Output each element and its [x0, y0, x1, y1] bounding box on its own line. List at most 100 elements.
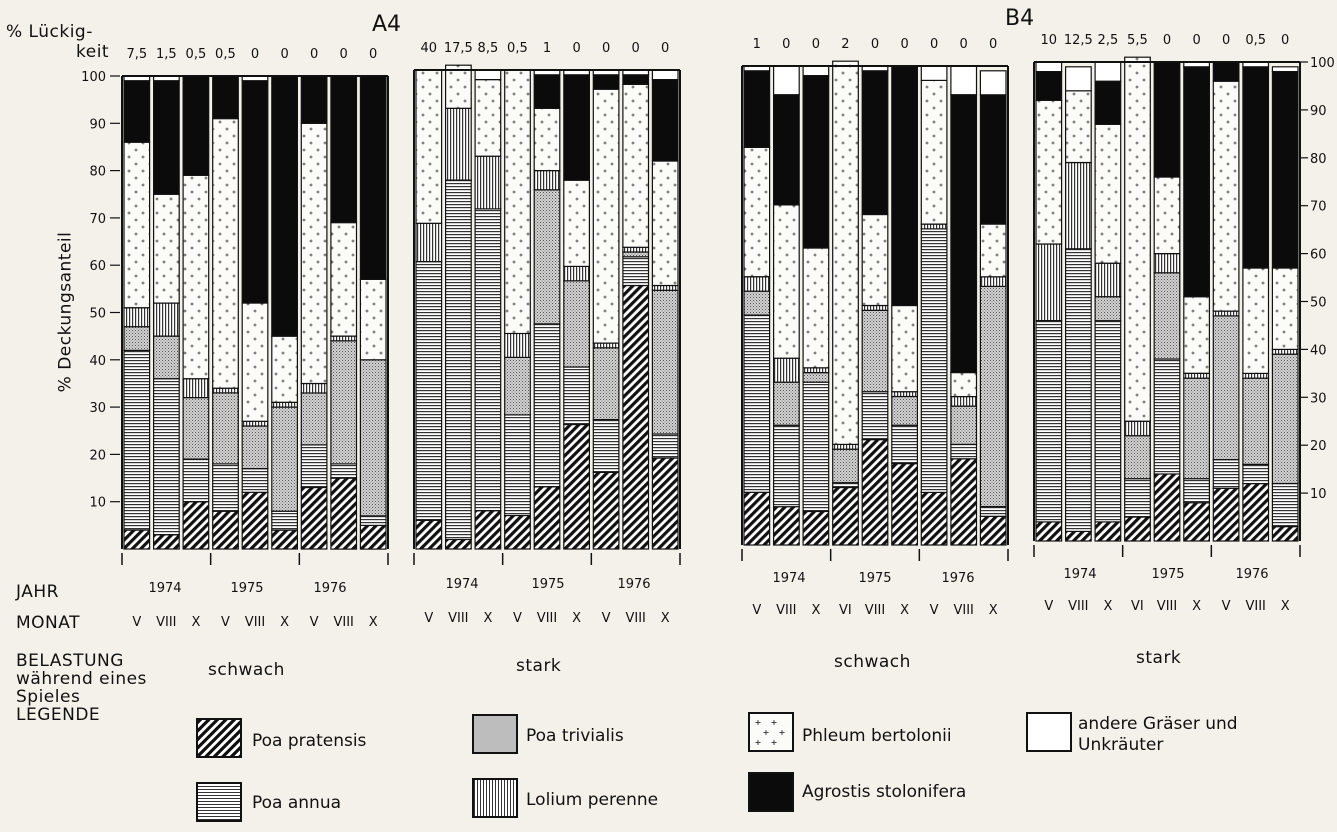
bar-segment-lp — [533, 170, 561, 191]
bar-segment-pp — [212, 510, 239, 550]
bar-segment-pp — [1035, 521, 1063, 542]
bar-segment-ph — [359, 278, 387, 361]
bar-segment-pa — [1183, 478, 1211, 504]
gap-value-label: 0 — [1281, 33, 1289, 48]
month-label: VIII — [625, 611, 645, 626]
month-label: VIII — [1068, 599, 1088, 614]
left-tick-label: 50 — [89, 307, 106, 322]
bar-segment-pp — [1271, 525, 1299, 542]
gap-label-line1: % Lückig- — [6, 22, 93, 42]
left-tick-label: 20 — [89, 448, 106, 463]
gap-value-label: 0 — [900, 37, 908, 52]
bar-segment-pt — [1153, 272, 1181, 360]
year-label: 1976 — [617, 577, 650, 592]
bar-segment-pp — [802, 510, 830, 546]
gap-value-label: 5,5 — [1127, 33, 1148, 48]
legend-label-agrostis-stolonifera: Agrostis stolonifera — [802, 782, 967, 802]
bar-segment-ot — [474, 69, 502, 81]
bar-segment-ph — [1271, 267, 1299, 351]
bar-segment-ag — [300, 75, 328, 124]
bar-segment-pp — [891, 463, 918, 546]
left-tick-label: 100 — [81, 70, 106, 85]
year-label: 1975 — [230, 581, 263, 596]
bar-segment-pt — [271, 406, 298, 512]
bar-segment-ag — [772, 94, 800, 206]
bar-segment-pa — [979, 506, 1007, 517]
bar-segment-lp — [802, 367, 830, 374]
legend-swatch-poa-annua — [196, 782, 242, 822]
bar-segment-ag — [1183, 66, 1211, 298]
right-tick-label: 20 — [1310, 439, 1327, 454]
bar-segment-ag — [1035, 70, 1063, 101]
bar-segment-pp — [445, 538, 472, 550]
bar-segment-lp — [1242, 372, 1270, 379]
bar-segment-ag — [1242, 66, 1270, 269]
bar-segment-ph — [533, 107, 561, 172]
bar-segment-ph — [592, 88, 620, 344]
month-label: VIII — [1245, 599, 1265, 614]
gap-value-label: 0 — [960, 37, 968, 52]
gap-value-label: 0 — [280, 47, 288, 62]
bar-segment-lp — [891, 391, 918, 398]
bar-segment-pt — [832, 448, 859, 484]
bar-segment-lp — [415, 222, 443, 263]
bar-segment-pp — [832, 486, 859, 546]
bar-segment-pa — [504, 414, 531, 517]
month-label: X — [572, 611, 581, 626]
bar-segment-pa — [622, 256, 650, 287]
month-label: X — [191, 615, 200, 630]
bar-segment-lp — [241, 420, 269, 427]
bar-segment-ph — [920, 79, 948, 225]
bar-segment-pp — [300, 486, 328, 550]
gap-value-label: 0,5 — [215, 47, 236, 62]
bar-segment-ph — [832, 60, 859, 446]
bar-segment-lp — [330, 335, 358, 342]
bar-segment-pa — [1271, 482, 1299, 528]
bar-segment-pt — [1271, 353, 1299, 485]
left-tick-label: 40 — [89, 354, 106, 369]
bar-segment-ot — [1064, 66, 1092, 92]
bar-segment-pt — [330, 340, 358, 465]
bar-segment-pp — [861, 439, 889, 546]
gap-value-label: 0 — [1222, 33, 1230, 48]
bar-segment-pp — [533, 486, 561, 550]
bar-segment-lp — [271, 401, 298, 408]
bar-segment-ag — [979, 94, 1007, 225]
month-label: X — [989, 603, 998, 618]
gap-value-label: 2 — [841, 37, 849, 52]
load-label-a-stark: stark — [516, 656, 562, 676]
bar-segment-ag — [123, 80, 151, 143]
month-label: X — [811, 603, 820, 618]
bar-segment-pt — [182, 397, 210, 460]
bar-segment-pt — [359, 359, 387, 517]
month-label: X — [1281, 599, 1290, 614]
bar-segment-pa — [533, 323, 561, 488]
load-label-b-schwach: schwach — [834, 652, 911, 672]
bar-segment-ph — [1212, 80, 1240, 312]
bar-segment-lp — [123, 307, 151, 328]
bar-segment-lp — [832, 443, 859, 450]
bar-segment-pp — [772, 506, 800, 546]
bar-segment-pa — [1035, 320, 1063, 523]
bar-segment-pa — [920, 228, 948, 493]
bar-segment-lp — [445, 107, 472, 181]
month-label: VIII — [953, 603, 973, 618]
bar-segment-pa — [359, 515, 387, 527]
bar-segment-pt — [772, 381, 800, 426]
bar-segment-pa — [300, 444, 328, 489]
gap-value-label: 0 — [930, 37, 938, 52]
bar-segment-pt — [802, 372, 830, 383]
month-label: VIII — [448, 611, 468, 626]
bar-group-1: 40 V 17,5 VIII 8,5 X 0,5 V 1 VIII 0 X 0 V 0 VIII 0 X 1974 1… — [413, 41, 681, 626]
bar-segment-pa — [123, 349, 151, 531]
load-row-label-2: während eines — [16, 669, 147, 689]
bar-segment-pa — [891, 424, 918, 465]
bar-segment-pp — [330, 477, 358, 550]
bar-segment-ph — [1153, 176, 1181, 255]
bar-segment-pt — [212, 392, 239, 465]
bar-segment-pa — [212, 463, 239, 512]
gap-value-label: 0 — [812, 37, 820, 52]
bar-segment-pa — [182, 458, 210, 503]
bar-segment-pa — [1094, 320, 1122, 523]
bar-segment-ph — [772, 204, 800, 359]
